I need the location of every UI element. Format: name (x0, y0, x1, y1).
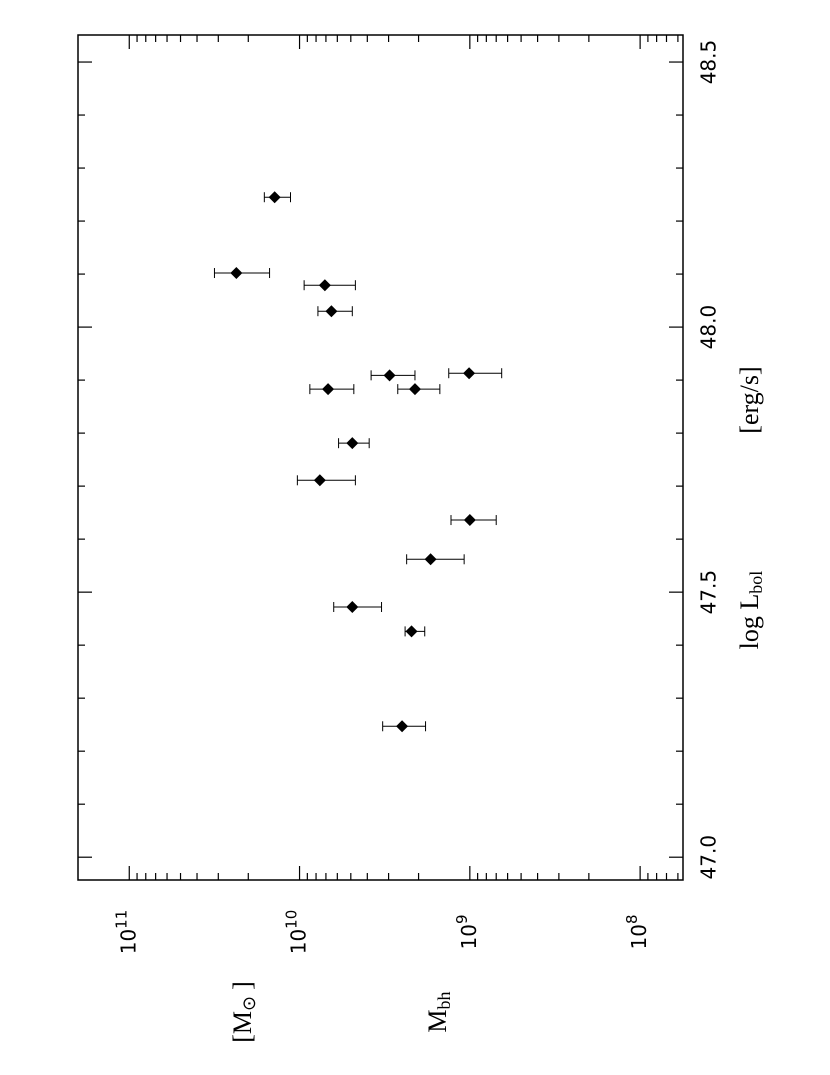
plot-frame (77, 34, 684, 881)
data-point (383, 369, 396, 382)
y-axis-label-sub: bh (434, 991, 454, 1009)
x-tick-label: 47.0 (697, 835, 721, 880)
data-point (346, 437, 359, 450)
y-tick-label-exp: 11 (112, 910, 130, 929)
y-tick-label-base: 10 (286, 929, 310, 954)
y-tick-label: 1011 (112, 910, 140, 955)
y-tick-label-exp: 8 (623, 915, 641, 925)
data-point (405, 625, 418, 638)
y-tick-label-base: 10 (627, 924, 651, 949)
y-axis-unit-sub: ⊙ (239, 996, 259, 1011)
data-point (463, 514, 476, 527)
y-tick-label: 109 (452, 915, 480, 950)
y-axis-unit-text: [M (228, 1011, 257, 1043)
y-axis-unit: [M⊙] (228, 981, 259, 1043)
data-point (318, 279, 331, 292)
data-point (313, 474, 326, 487)
y-axis-unit-end: ] (228, 981, 257, 990)
data-point (396, 720, 409, 733)
x-tick-label: 48.0 (697, 305, 721, 350)
y-tick-label-base: 10 (116, 929, 140, 954)
data-point (346, 600, 359, 613)
data-point (424, 553, 437, 566)
x-axis-unit: [erg/s] (735, 366, 764, 433)
y-tick-label-exp: 9 (452, 915, 470, 925)
y-tick-label-base: 10 (456, 924, 480, 949)
data-point (268, 191, 281, 204)
data-point (230, 267, 243, 280)
y-axis-label: Mbh (423, 991, 454, 1032)
data-point (325, 305, 338, 318)
x-tick-label: 47.5 (697, 570, 721, 615)
x-axis-label-sub: bol (746, 571, 766, 594)
x-axis-label-text: log L (735, 594, 764, 650)
x-axis-label: log Lbol (735, 571, 766, 650)
y-tick-label: 108 (623, 915, 651, 950)
x-tick-label: 48.5 (697, 40, 721, 85)
y-tick-label-exp: 10 (282, 910, 300, 929)
y-tick-label: 1010 (282, 910, 310, 955)
data-point (322, 383, 335, 396)
y-axis-label-text: M (423, 1009, 452, 1032)
data-point (463, 367, 476, 380)
data-point (408, 383, 421, 396)
